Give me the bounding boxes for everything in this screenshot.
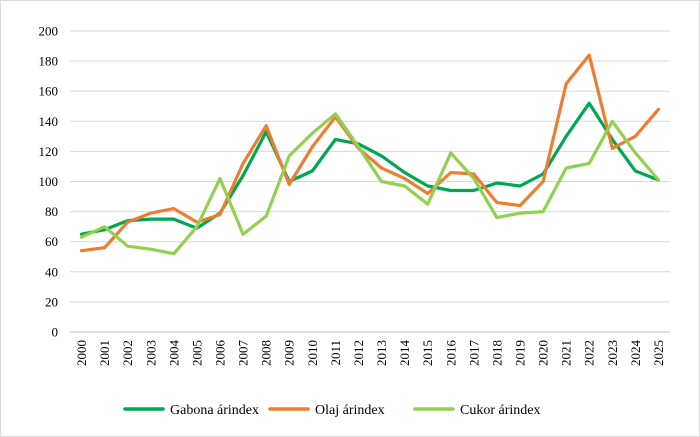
x-tick-label: 2025 — [651, 340, 666, 366]
legend-label: Cukor árindex — [460, 403, 540, 418]
x-tick-label: 2017 — [466, 340, 481, 367]
x-tick-label: 2000 — [74, 340, 89, 366]
x-tick-label: 2004 — [166, 340, 181, 367]
x-tick-label: 2014 — [397, 340, 412, 367]
y-tick-label: 0 — [52, 325, 59, 340]
y-tick-label: 180 — [39, 54, 59, 69]
series-lines — [79, 53, 661, 256]
y-tick-label: 200 — [39, 24, 59, 39]
y-tick-label: 20 — [45, 294, 58, 309]
x-tick-label: 2005 — [189, 340, 204, 366]
x-tick-label: 2001 — [97, 340, 112, 366]
x-tick-label: 2011 — [328, 340, 343, 366]
x-tick-label: 2015 — [420, 340, 435, 366]
x-tick-label: 2022 — [582, 340, 597, 366]
x-tick-label: 2013 — [374, 340, 389, 366]
y-tick-label: 100 — [39, 174, 59, 189]
x-tick-label: 2010 — [305, 340, 320, 366]
legend-label: Gabona árindex — [170, 403, 259, 418]
gridlines — [70, 30, 670, 333]
y-tick-label: 120 — [39, 144, 59, 159]
x-tick-label: 2023 — [605, 340, 620, 366]
y-tick-label: 60 — [45, 234, 58, 249]
x-tick-label: 2003 — [143, 340, 158, 366]
series-line-1 — [79, 101, 661, 236]
y-tick-label: 160 — [39, 84, 59, 99]
x-tick-label: 2024 — [628, 340, 643, 367]
x-tick-label: 2020 — [536, 340, 551, 366]
y-tick-label: 140 — [39, 114, 59, 129]
x-tick-label: 2021 — [559, 340, 574, 366]
x-tick-label: 2019 — [513, 340, 528, 366]
y-axis-ticks: 0 20 40 60 80 100 120 140 160 180 200 — [39, 24, 59, 340]
y-tick-label: 40 — [45, 264, 58, 279]
x-tick-label: 2009 — [282, 340, 297, 366]
x-tick-label: 2002 — [120, 340, 135, 366]
series-line-3 — [79, 112, 661, 256]
series-line-2 — [79, 53, 661, 253]
x-tick-label: 2008 — [259, 340, 274, 366]
x-tick-label: 2018 — [489, 340, 504, 366]
x-tick-label: 2012 — [351, 340, 366, 366]
x-tick-label: 2016 — [443, 340, 458, 367]
legend-label: Olaj árindex — [315, 403, 385, 418]
x-tick-label: 2007 — [236, 340, 251, 367]
x-axis-ticks: 2000 2001 2002 2003 2004 2005 2006 2007 2008 2009… — [74, 340, 666, 367]
x-tick-label: 2006 — [213, 340, 228, 367]
legend: Gabona árindex Olaj árindex Cukor árindex — [123, 403, 540, 418]
y-tick-label: 80 — [45, 204, 58, 219]
